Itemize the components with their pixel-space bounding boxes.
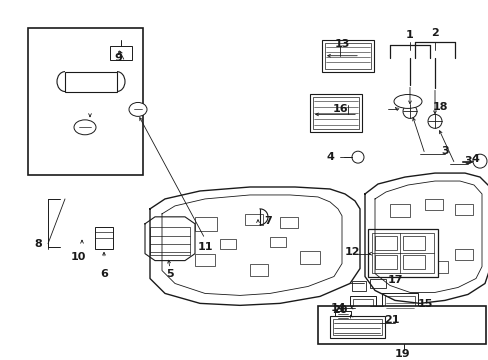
Text: 16: 16 xyxy=(331,104,347,114)
Text: 14: 14 xyxy=(329,303,345,313)
Bar xyxy=(429,261,447,273)
Bar xyxy=(244,214,263,225)
Bar xyxy=(371,233,433,273)
Bar xyxy=(374,236,396,250)
Bar xyxy=(381,293,417,319)
Bar xyxy=(374,255,396,269)
Circle shape xyxy=(351,151,363,163)
Bar xyxy=(402,255,424,269)
Text: 9: 9 xyxy=(114,53,122,63)
Bar xyxy=(454,249,472,260)
Bar xyxy=(220,239,236,249)
Text: 5: 5 xyxy=(166,269,173,279)
Bar xyxy=(402,236,424,250)
Bar xyxy=(309,94,361,132)
Text: 4: 4 xyxy=(470,154,478,164)
Text: 4: 4 xyxy=(325,152,333,162)
Text: 13: 13 xyxy=(334,39,349,49)
Bar xyxy=(150,227,190,255)
Text: 21: 21 xyxy=(384,315,399,325)
Ellipse shape xyxy=(129,103,147,116)
Bar xyxy=(280,217,297,228)
Bar xyxy=(369,279,385,288)
Text: 20: 20 xyxy=(332,305,347,315)
Bar xyxy=(351,282,365,292)
Text: 6: 6 xyxy=(100,269,108,279)
Bar xyxy=(110,46,132,60)
Bar xyxy=(195,217,217,231)
Bar xyxy=(195,254,215,266)
Bar xyxy=(389,254,409,266)
Ellipse shape xyxy=(74,120,96,135)
Bar xyxy=(299,251,319,264)
Bar xyxy=(312,98,358,129)
Text: 18: 18 xyxy=(431,103,447,112)
Text: 2: 2 xyxy=(430,28,438,38)
Bar xyxy=(334,311,350,323)
Text: 12: 12 xyxy=(344,247,359,257)
Bar xyxy=(384,296,414,316)
Text: 10: 10 xyxy=(70,252,85,262)
Bar xyxy=(325,43,370,69)
Bar xyxy=(317,306,485,344)
Bar xyxy=(367,229,437,276)
Text: 17: 17 xyxy=(386,275,402,285)
Bar xyxy=(95,227,113,249)
Text: 3: 3 xyxy=(463,156,471,166)
Text: 15: 15 xyxy=(416,300,432,309)
Text: 8: 8 xyxy=(34,239,42,249)
Bar xyxy=(389,204,409,217)
Text: 3: 3 xyxy=(440,146,448,156)
Bar xyxy=(349,296,375,318)
Bar xyxy=(424,199,442,210)
Text: 7: 7 xyxy=(264,216,271,226)
Text: 19: 19 xyxy=(393,349,409,359)
Bar xyxy=(28,28,142,175)
Bar xyxy=(329,316,384,338)
Bar xyxy=(249,264,267,275)
Text: 11: 11 xyxy=(197,242,212,252)
Bar xyxy=(269,237,285,247)
Bar xyxy=(454,204,472,215)
Bar xyxy=(332,319,381,335)
Bar xyxy=(321,40,373,72)
Text: 1: 1 xyxy=(406,30,413,40)
Circle shape xyxy=(472,154,486,168)
Bar xyxy=(352,300,372,315)
Bar xyxy=(65,72,117,91)
Ellipse shape xyxy=(393,94,421,108)
